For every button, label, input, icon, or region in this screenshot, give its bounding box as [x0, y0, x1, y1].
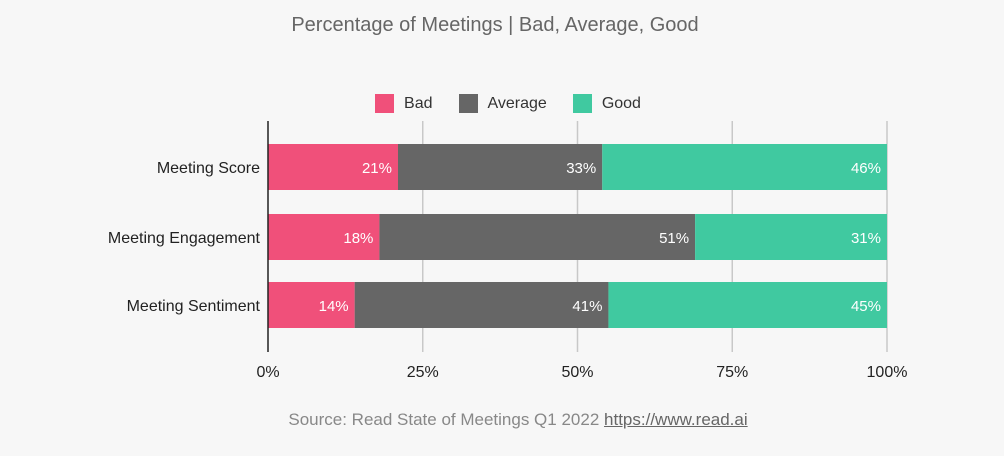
data-label-meeting-score-bad: 21%: [362, 160, 392, 177]
data-label-meeting-sentiment-average: 41%: [572, 298, 602, 315]
data-label-meeting-engagement-good: 31%: [851, 230, 881, 247]
legend-swatch-good: [572, 94, 592, 113]
legend-label-good: Good: [601, 94, 641, 112]
data-label-meeting-score-good: 46%: [851, 160, 881, 177]
x-tick-label-25: 25%: [407, 364, 439, 381]
chart-title: Percentage of Meetings | Bad, Average, G…: [291, 14, 699, 36]
category-label-meeting-score: Meeting Score: [157, 160, 260, 177]
x-tick-label-100: 100%: [867, 364, 908, 381]
legend: Bad Average Good: [0, 94, 1004, 113]
data-label-meeting-sentiment-good: 45%: [851, 298, 881, 315]
source-text: Source: Read State of Meetings Q1 2022: [288, 410, 600, 429]
bar-meeting-score-good: [602, 144, 887, 190]
data-label-meeting-sentiment-bad: 14%: [319, 298, 349, 315]
bar-meeting-sentiment-average: [354, 282, 609, 328]
bar-meeting-engagement-average: [379, 214, 696, 260]
legend-swatch-bad: [375, 94, 395, 113]
bar-meeting-engagement-bad: [268, 214, 380, 260]
data-label-meeting-engagement-average: 51%: [659, 230, 689, 247]
legend-item-good: Good: [572, 94, 641, 113]
x-tick-label-0: 0%: [256, 364, 279, 381]
source-note: Source: Read State of Meetings Q1 2022 h…: [0, 410, 1004, 430]
legend-swatch-average: [458, 94, 478, 113]
legend-label-bad: Bad: [404, 94, 433, 112]
legend-item-average: Average: [458, 94, 547, 113]
bar-meeting-score-average: [397, 144, 603, 190]
data-label-meeting-score-average: 33%: [566, 160, 596, 177]
data-label-meeting-engagement-bad: 18%: [343, 230, 373, 247]
x-tick-label-50: 50%: [561, 364, 593, 381]
category-label-meeting-sentiment: Meeting Sentiment: [127, 298, 261, 315]
bar-meeting-engagement-good: [695, 214, 887, 260]
source-link[interactable]: https://www.read.ai: [604, 410, 748, 429]
bar-meeting-sentiment-good: [608, 282, 887, 328]
bar-meeting-sentiment-bad: [268, 282, 355, 328]
category-label-meeting-engagement: Meeting Engagement: [108, 230, 261, 247]
x-tick-label-75: 75%: [716, 364, 748, 381]
bar-meeting-score-bad: [268, 144, 398, 190]
legend-item-bad: Bad: [375, 94, 433, 113]
legend-label-average: Average: [487, 94, 547, 112]
